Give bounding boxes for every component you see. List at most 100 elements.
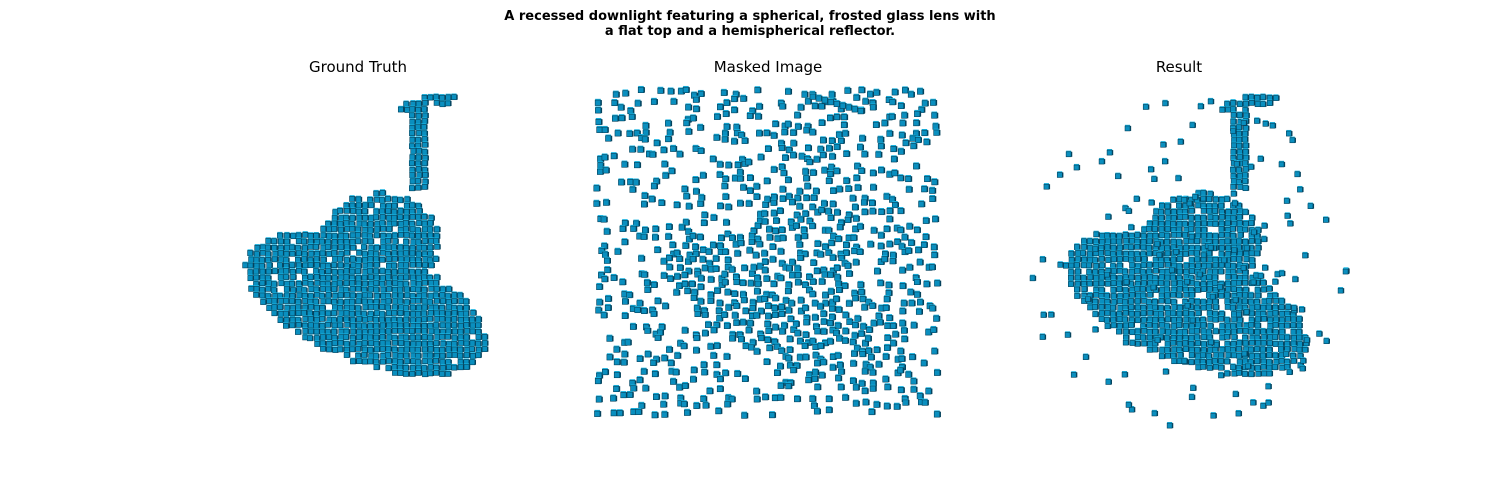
voxel-cube [915,246,923,254]
voxel-cube [475,321,482,329]
voxel-cube [1259,100,1267,108]
voxel-cube [1218,371,1225,379]
voxel-cube [451,309,459,316]
voxel-cube [835,130,843,138]
voxel-cube [386,357,393,364]
voxel-cube [1194,298,1202,305]
voxel-cube [756,129,764,137]
voxel-cube [884,343,892,351]
voxel-cube [1255,315,1262,323]
voxel-cube [670,377,678,385]
voxel-cube [1074,243,1081,250]
voxel-cube [654,297,662,305]
voxel-cube [259,256,266,263]
voxel-cube [451,321,458,328]
voxel-cube [811,313,819,321]
voxel-cube [818,118,826,126]
voxel-cube [1323,216,1330,223]
voxel-cube [1163,285,1171,293]
voxel-cube [785,192,793,200]
voxel-cube [618,114,626,122]
voxel-cube [650,309,658,317]
voxel-cube [1164,322,1171,330]
voxel-cube [1194,357,1201,365]
voxel-cube [788,198,796,206]
voxel-cube [331,298,338,305]
voxel-cube [786,361,794,369]
voxel-cube [852,258,860,266]
voxel-cube [812,187,820,195]
voxel-cube [337,255,344,262]
voxel-cube [1236,369,1243,376]
voxel-cube [1128,255,1135,263]
voxel-cube [343,256,351,263]
voxel-cube [1070,371,1078,378]
voxel-cube [771,304,779,312]
voxel-cube [361,207,369,215]
voxel-cube [868,199,877,207]
voxel-cube [865,346,873,354]
voxel-cube [707,275,715,283]
voxel-cube [692,176,700,184]
voxel-cube [1230,190,1238,197]
voxel-cube [801,232,809,240]
voxel-cube [284,231,291,239]
voxel-cube [1212,207,1219,214]
voxel-cube [763,357,771,366]
voxel-cube [843,248,851,256]
voxel-cube [1266,339,1274,346]
voxel-cube [821,96,829,104]
voxel-cube [1231,315,1238,323]
voxel-cube [1122,231,1130,238]
figure-title-line-2: a flat top and a hemispherical reflector… [604,24,896,39]
voxel-cube [325,321,332,328]
voxel-cube [891,88,899,96]
voxel-cube [289,250,297,257]
voxel-cube [796,187,804,195]
voxel-cube [433,303,440,311]
voxel-cube [1221,256,1228,264]
voxel-cube [740,94,748,102]
voxel-cube [756,240,764,248]
voxel-cube [1266,99,1274,106]
voxel-cube [295,249,303,257]
voxel-cube [861,208,869,216]
voxel-cube [635,407,643,415]
voxel-cube [1141,273,1148,281]
voxel-cube [1290,339,1298,347]
voxel-cube [1236,310,1243,318]
voxel-cube [622,89,630,97]
voxel-cube [843,149,851,157]
voxel-cube [723,352,731,360]
voxel-cube [1098,309,1106,316]
voxel-cube [1284,321,1291,329]
voxel-cube [674,272,682,280]
voxel-cube [434,297,441,304]
voxel-cube [908,299,916,307]
voxel-cube [1194,214,1202,221]
voxel-cube [1146,237,1154,245]
voxel-cube [602,368,610,376]
voxel-cube [701,329,709,337]
voxel-cube [1206,303,1213,310]
voxel-cube [362,214,369,221]
voxel-cube [836,361,844,369]
voxel-cube [319,309,327,317]
voxel-cube [643,278,651,286]
voxel-cube [1195,309,1202,317]
voxel-cube [713,341,721,349]
voxel-cube [415,136,422,143]
voxel-cube [392,339,399,346]
voxel-cube [909,353,917,361]
voxel-cube [1150,283,1158,291]
voxel-cube [1300,357,1307,364]
voxel-cube [628,112,636,120]
voxel-cube [665,232,673,240]
voxel-cube [809,290,817,298]
voxel-cube [451,315,458,322]
voxel-cube [1104,243,1112,250]
voxel-cube [893,402,901,410]
voxel-cube [451,291,458,298]
voxel-cube [897,101,905,110]
voxel-cube [1248,345,1255,353]
